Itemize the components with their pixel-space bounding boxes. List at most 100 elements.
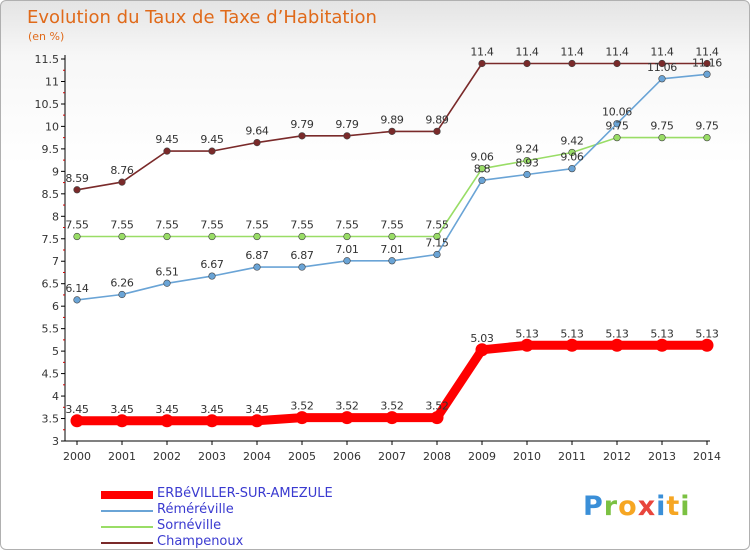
series-3-point <box>388 127 396 135</box>
legend-swatch <box>101 510 153 512</box>
y-tick-label: 5 <box>52 345 59 358</box>
series-3-data-label: 9.89 <box>425 113 449 126</box>
y-tick-label: 3 <box>52 435 59 448</box>
series-0-data-label: 3.45 <box>200 403 224 416</box>
x-tick-label: 2000 <box>63 450 91 463</box>
series-2-data-label: 7.55 <box>65 219 89 232</box>
series-0-data-label: 3.45 <box>245 403 269 416</box>
series-3-data-label: 9.89 <box>380 113 404 126</box>
series-0-data-label: 3.52 <box>335 400 358 413</box>
logo-letter: o <box>618 491 638 522</box>
series-2-data-label: 7.55 <box>290 219 314 232</box>
series-2-data-label: 9.24 <box>515 143 539 156</box>
series-0-point <box>205 414 219 428</box>
series-2-data-label: 7.55 <box>380 219 404 232</box>
series-3-data-label: 9.64 <box>245 125 269 138</box>
series-2-data-label: 9.06 <box>470 151 494 164</box>
series-1-point <box>388 257 396 265</box>
series-2-data-label: 7.55 <box>245 219 269 232</box>
series-2-point <box>703 134 711 142</box>
series-3-data-label: 11.4 <box>515 45 539 58</box>
y-tick-label: 6.5 <box>42 278 60 291</box>
x-tick-label: 2014 <box>693 450 721 463</box>
logo-letter: t <box>666 491 681 522</box>
series-1-point <box>73 296 81 304</box>
series-3-point <box>658 59 666 68</box>
series-1-point <box>568 165 576 173</box>
series-2-data-label: 9.75 <box>605 120 629 133</box>
series-2-point <box>613 134 621 142</box>
series-2-point <box>253 232 261 241</box>
logo-letter: x <box>637 491 657 522</box>
series-3-point <box>568 59 576 68</box>
series-2-point <box>208 232 216 241</box>
series-2-point <box>73 232 81 241</box>
series-2-data-label: 7.55 <box>335 219 359 232</box>
series-0-point <box>385 411 399 425</box>
series-3-data-label: 11.4 <box>560 45 584 58</box>
x-tick-label: 2008 <box>423 450 451 463</box>
series-3-point <box>613 59 621 68</box>
series-3-data-label: 11.4 <box>695 45 719 58</box>
y-tick-label: 5.5 <box>42 323 60 336</box>
series-1-point <box>253 263 261 271</box>
series-0-data-label: 5.13 <box>695 327 719 340</box>
series-0-point <box>475 343 489 357</box>
x-tick-label: 2010 <box>513 450 541 463</box>
series-0-data-label: 5.13 <box>650 327 674 340</box>
x-tick-label: 2002 <box>153 450 181 463</box>
series-2-data-label: 7.55 <box>200 219 224 232</box>
series-0-data-label: 3.45 <box>110 403 134 416</box>
series-1-point <box>613 120 621 128</box>
y-tick-label: 4.5 <box>42 368 60 381</box>
legend-label: Champenoux <box>157 534 244 549</box>
series-0-point <box>565 338 579 352</box>
y-tick-label: 7.5 <box>42 233 60 246</box>
logo-letter: i <box>680 491 691 522</box>
logo-letter: P <box>583 491 604 522</box>
series-2-data-label: 7.55 <box>110 219 134 232</box>
series-2-point <box>163 232 171 241</box>
series-1-point <box>118 290 126 299</box>
x-tick-label: 2011 <box>558 450 586 463</box>
series-3-point <box>343 132 351 140</box>
series-2-data-label: 9.75 <box>695 120 719 133</box>
series-0-data-label: 3.52 <box>380 400 403 413</box>
series-1-data-label: 7.15 <box>425 236 449 249</box>
series-0-point <box>340 411 354 425</box>
series-1-data-label: 6.87 <box>245 249 269 262</box>
series-0-data-label: 3.45 <box>65 403 89 416</box>
y-tick-label: 4 <box>52 390 59 403</box>
series-2-point <box>523 156 531 165</box>
series-2-point <box>388 232 396 241</box>
legend-label: Réméréville <box>157 502 234 517</box>
series-1-point <box>433 250 441 259</box>
series-1-data-label: 11.06 <box>647 61 677 74</box>
logo-letter: i <box>656 491 667 522</box>
series-2-point <box>343 232 351 241</box>
series-3-data-label: 11.4 <box>470 45 494 58</box>
y-tick-label: 10 <box>45 120 59 133</box>
series-3-data-label: 11.4 <box>605 45 629 58</box>
y-tick-label: 11 <box>45 75 59 88</box>
series-3-point <box>163 147 171 155</box>
series-3-data-label: 8.76 <box>110 164 134 177</box>
series-3-point <box>523 59 531 68</box>
y-tick-label: 3.5 <box>42 413 60 426</box>
series-3-data-label: 11.4 <box>650 45 674 58</box>
series-1-point <box>478 176 486 184</box>
series-0-data-label: 3.45 <box>155 403 179 416</box>
x-tick-label: 2012 <box>603 450 631 463</box>
x-tick-label: 2005 <box>288 450 316 463</box>
logo-letter: r <box>603 491 619 522</box>
x-tick-label: 2006 <box>333 450 361 463</box>
series-3-point <box>73 186 81 194</box>
legend-swatch <box>101 491 153 499</box>
y-tick-label: 8 <box>52 210 59 223</box>
series-1-data-label: 10.06 <box>602 106 632 119</box>
series-3-data-label: 9.79 <box>290 118 314 131</box>
series-3-data-label: 9.45 <box>155 133 179 146</box>
chart-subtitle: (en %) <box>28 30 65 43</box>
series-1-point <box>523 170 531 179</box>
